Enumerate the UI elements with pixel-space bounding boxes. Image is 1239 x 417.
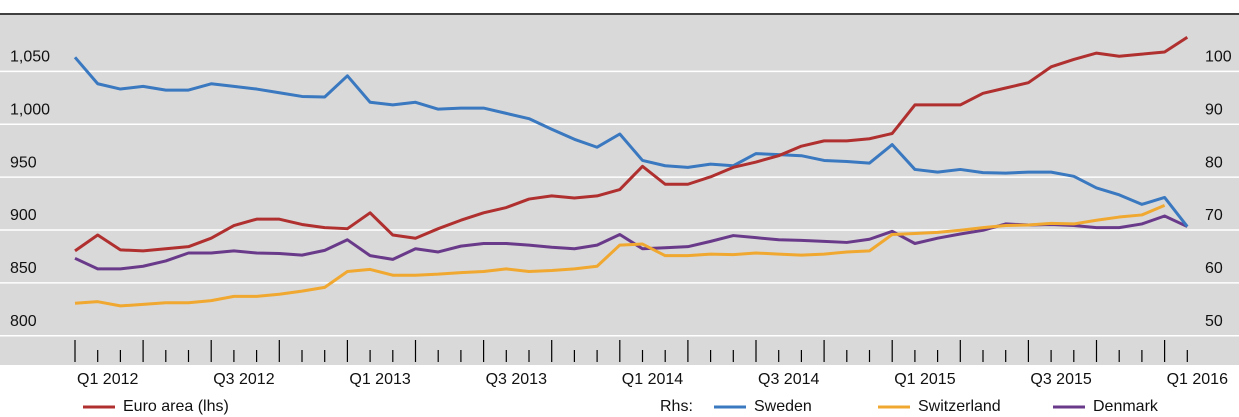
y-tick-label: 1,050 <box>10 49 50 66</box>
x-tick-label: Q1 2015 <box>894 371 955 388</box>
legend-label: Switzerland <box>918 398 1001 415</box>
y-tick-label: 800 <box>10 313 37 330</box>
x-tick-label: Q3 2014 <box>758 371 819 388</box>
y2-tick-label: 90 <box>1205 101 1223 118</box>
legend-prefix: Rhs: <box>660 398 693 415</box>
y2-tick-label: 80 <box>1205 154 1223 171</box>
x-tick-label: Q1 2016 <box>1167 371 1228 388</box>
y2-tick-label: 100 <box>1205 49 1232 66</box>
y2-tick-label: 50 <box>1205 313 1223 330</box>
x-tick-label: Q1 2012 <box>77 371 138 388</box>
series-line <box>74 35 1189 253</box>
y-tick-label: 900 <box>10 207 37 224</box>
x-tick-label: Q1 2014 <box>622 371 683 388</box>
x-tick-label: Q3 2015 <box>1030 371 1091 388</box>
y2-tick-label: 60 <box>1205 260 1223 277</box>
y-tick-label: 950 <box>10 154 37 171</box>
x-tick-label: Q3 2013 <box>486 371 547 388</box>
legend-label: Sweden <box>754 398 812 415</box>
series-line <box>73 56 1189 228</box>
y2-tick-label: 70 <box>1205 207 1223 224</box>
x-tick-label: Q3 2012 <box>213 371 274 388</box>
legend-label: Denmark <box>1093 398 1159 415</box>
y-tick-label: 850 <box>10 260 37 277</box>
legend-label: Euro area (lhs) <box>123 398 229 415</box>
series-line <box>74 204 1166 308</box>
x-tick-label: Q1 2013 <box>349 371 410 388</box>
y-tick-label: 1,000 <box>10 101 50 118</box>
